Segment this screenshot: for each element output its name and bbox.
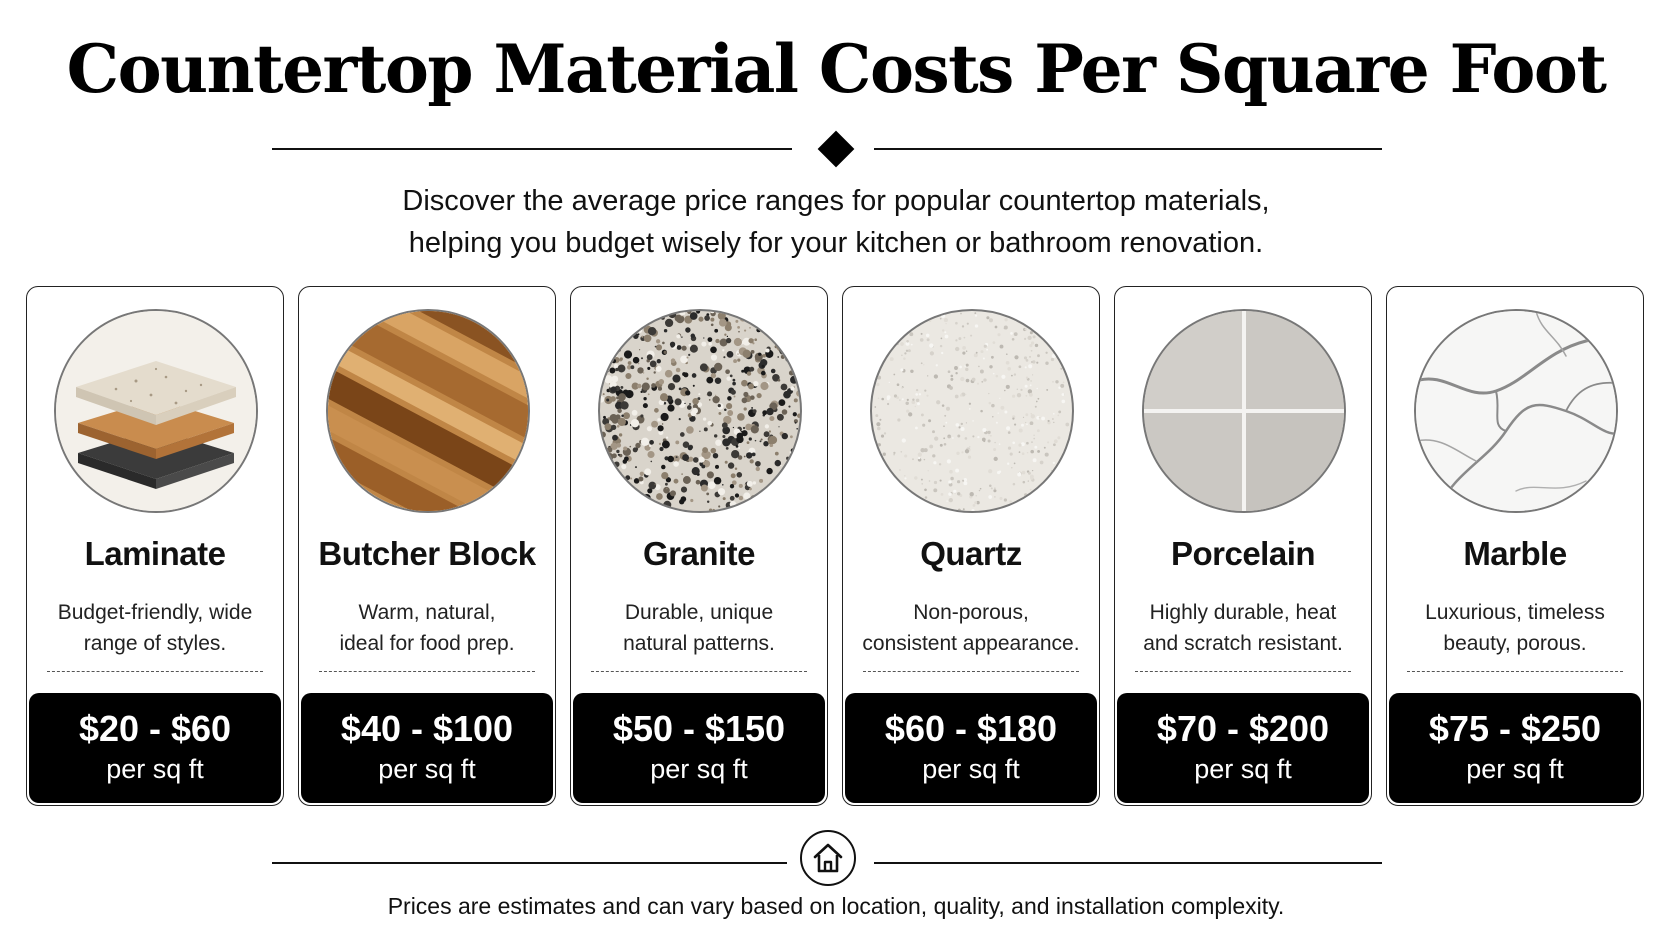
diamond-ornament-icon [817, 130, 855, 168]
price-range: $50 - $150 [612, 708, 786, 749]
dashed-separator [591, 671, 807, 672]
dashed-separator [1135, 671, 1351, 672]
quartz-texture-icon [870, 309, 1074, 513]
subtitle-line-1: Discover the average price ranges for po… [402, 185, 1270, 217]
price-box: $20 - $60 per sq ft [29, 693, 281, 803]
price-range: $60 - $180 [884, 708, 1058, 749]
price-box: $60 - $180 per sq ft [845, 693, 1097, 803]
description-line: and scratch resistant. [1143, 632, 1343, 655]
price-unit: per sq ft [922, 754, 1020, 784]
price-unit: per sq ft [1194, 754, 1292, 784]
material-name: Quartz [920, 535, 1022, 572]
wood-texture-icon [326, 309, 530, 513]
description-line: range of styles. [83, 632, 227, 655]
description-line: Budget-friendly, wide [57, 601, 253, 624]
porcelain-tile-icon [1142, 309, 1346, 513]
dashed-separator [1407, 671, 1623, 672]
material-card-butcher-block: Butcher Block Warm, natural, ideal for f… [298, 286, 556, 806]
title-divider-left [272, 148, 792, 150]
house-icon [800, 830, 856, 886]
material-name: Marble [1463, 535, 1567, 572]
granite-texture-icon [598, 309, 802, 513]
subtitle: Discover the average price ranges for po… [0, 180, 1672, 264]
material-description: Durable, unique natural patterns. [581, 597, 817, 659]
dashed-separator [47, 671, 263, 672]
material-card-granite: Granite Durable, unique natural patterns… [570, 286, 828, 806]
marble-texture-icon [1414, 309, 1618, 513]
description-line: Luxurious, timeless [1425, 601, 1605, 624]
material-description: Non-porous, consistent appearance. [853, 597, 1089, 659]
price-unit: per sq ft [650, 754, 748, 784]
dashed-separator [863, 671, 1079, 672]
material-description: Highly durable, heat and scratch resista… [1125, 597, 1361, 659]
material-card-quartz: Quartz Non-porous, consistent appearance… [842, 286, 1100, 806]
material-name: Granite [642, 535, 756, 572]
material-name: Butcher Block [318, 535, 536, 572]
price-box: $40 - $100 per sq ft [301, 693, 553, 803]
price-box: $70 - $200 per sq ft [1117, 693, 1369, 803]
material-name: Porcelain [1170, 535, 1316, 572]
description-line: Non-porous, [913, 601, 1029, 624]
description-line: Warm, natural, [358, 601, 496, 624]
material-description: Budget-friendly, wide range of styles. [37, 597, 273, 659]
material-card-marble: Marble Luxurious, timeless beauty, porou… [1386, 286, 1644, 806]
title-divider-right [874, 148, 1382, 150]
material-name: Laminate [84, 535, 226, 572]
material-description: Luxurious, timeless beauty, porous. [1397, 597, 1633, 659]
footer-divider-left [272, 862, 787, 864]
subtitle-line-2: helping you budget wisely for your kitch… [408, 227, 1264, 259]
price-range: $20 - $60 [78, 708, 232, 749]
description-line: ideal for food prep. [339, 632, 515, 655]
price-range: $40 - $100 [340, 708, 514, 749]
footer-divider-right [874, 862, 1382, 864]
price-box: $75 - $250 per sq ft [1389, 693, 1641, 803]
description-line: Highly durable, heat [1149, 601, 1337, 624]
price-box: $50 - $150 per sq ft [573, 693, 825, 803]
page-title: Countertop Material Costs Per Square Foo… [66, 30, 1607, 108]
footnote: Prices are estimates and can vary based … [387, 893, 1285, 919]
price-unit: per sq ft [106, 754, 204, 784]
description-line: natural patterns. [623, 632, 775, 655]
description-line: beauty, porous. [1443, 632, 1587, 655]
description-line: consistent appearance. [862, 632, 1080, 655]
material-card-porcelain: Porcelain Highly durable, heat and scrat… [1114, 286, 1372, 806]
price-range: $70 - $200 [1156, 708, 1330, 749]
dashed-separator [319, 671, 535, 672]
price-range: $75 - $250 [1428, 708, 1602, 749]
layered-slabs-icon [54, 309, 258, 513]
material-description: Warm, natural, ideal for food prep. [309, 597, 545, 659]
material-card-laminate: Laminate Budget-friendly, wide range of … [26, 286, 284, 806]
material-cards: Laminate Budget-friendly, wide range of … [26, 286, 1646, 808]
description-line: Durable, unique [624, 601, 774, 624]
price-unit: per sq ft [1466, 754, 1564, 784]
price-unit: per sq ft [378, 754, 476, 784]
